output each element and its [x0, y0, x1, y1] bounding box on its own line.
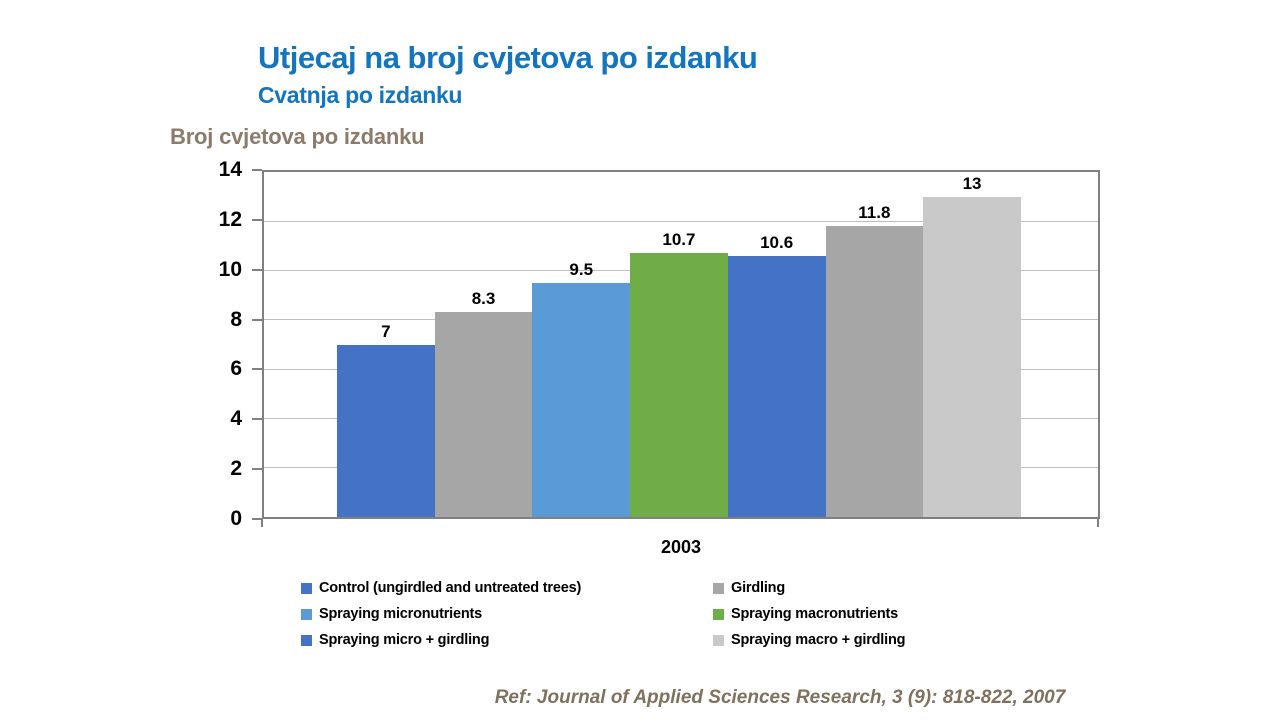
legend-swatch-icon: [301, 582, 312, 594]
value-label-10.7: 10.7: [662, 230, 696, 250]
y-axis-title: Broj cvjetova po izdanku: [170, 124, 425, 149]
plot-area: 7 8.3 9.5 10.7 10.6 11.8 13: [262, 170, 1100, 519]
legend-item-3: Spraying macronutrients: [713, 605, 905, 623]
y-tick-label-2: 2: [230, 457, 242, 481]
legend-label: Spraying macronutrients: [731, 606, 899, 622]
x-boundary-tick-0: [261, 519, 263, 527]
bar-7: [337, 344, 436, 517]
legend-label: Spraying micronutrients: [319, 606, 482, 622]
bar-8.3: [434, 312, 533, 517]
legend-swatch-icon: [713, 608, 724, 620]
y-tick-label-4: 4: [230, 407, 242, 431]
y-tick-0: [252, 518, 262, 520]
slide-title: Utjecaj na broj cvjetova po izdanku: [258, 40, 758, 75]
y-tick-label-6: 6: [230, 357, 242, 381]
gridline-y-12: [264, 220, 1098, 222]
legend-swatch-icon: [713, 582, 724, 594]
y-tick-12: [252, 218, 262, 221]
x-boundary-tick-1: [1097, 519, 1099, 527]
bar-9.5: [532, 282, 631, 517]
bar-13: [923, 196, 1022, 517]
value-label-8.3: 8.3: [471, 289, 496, 309]
y-tick-10: [252, 268, 262, 271]
y-tick-label-8: 8: [230, 307, 242, 331]
y-tick-2: [252, 468, 262, 471]
y-tick-6: [252, 368, 262, 371]
legend-item-5: Spraying macro + girdling: [713, 631, 905, 649]
value-label-7: 7: [381, 321, 391, 341]
value-label-9.5: 9.5: [569, 259, 594, 279]
slide-subtitle: Cvatnja po izdanku: [258, 82, 463, 108]
legend-item-1: Girdling: [713, 579, 905, 597]
value-label-13: 13: [962, 173, 982, 193]
x-axis-label: 2003: [660, 537, 702, 557]
legend-item-4: Spraying micro + girdling: [301, 631, 713, 649]
bar-11.8: [825, 226, 924, 517]
legend-label: Spraying macro + girdling: [731, 632, 906, 648]
legend-item-2: Spraying micronutrients: [301, 605, 713, 623]
value-label-10.6: 10.6: [760, 232, 794, 252]
legend-label: Control (ungirdled and untreated trees): [319, 580, 582, 596]
value-label-11.8: 11.8: [858, 203, 891, 223]
y-tick-4: [252, 418, 262, 421]
legend-swatch-icon: [301, 634, 312, 646]
y-tick-label-10: 10: [218, 257, 242, 281]
bar-10.6: [727, 255, 826, 517]
plot-inner: 7 8.3 9.5 10.7 10.6 11.8 13: [264, 172, 1098, 517]
legend-item-0: Control (ungirdled and untreated trees): [301, 579, 713, 597]
reference-text: Ref: Journal of Applied Sciences Researc…: [494, 687, 1066, 708]
chart-legend: Control (ungirdled and untreated trees) G…: [301, 579, 905, 649]
legend-swatch-icon: [301, 608, 312, 620]
y-tick-label-0: 0: [230, 507, 242, 530]
y-tick-label-14: 14: [218, 158, 242, 181]
legend-label: Girdling: [731, 580, 785, 596]
bar-10.7: [630, 253, 729, 517]
legend-label: Spraying micro + girdling: [319, 632, 490, 648]
y-tick-label-12: 12: [218, 207, 242, 231]
y-tick-14: [252, 169, 262, 171]
y-tick-8: [252, 318, 262, 321]
legend-swatch-icon: [713, 634, 724, 646]
